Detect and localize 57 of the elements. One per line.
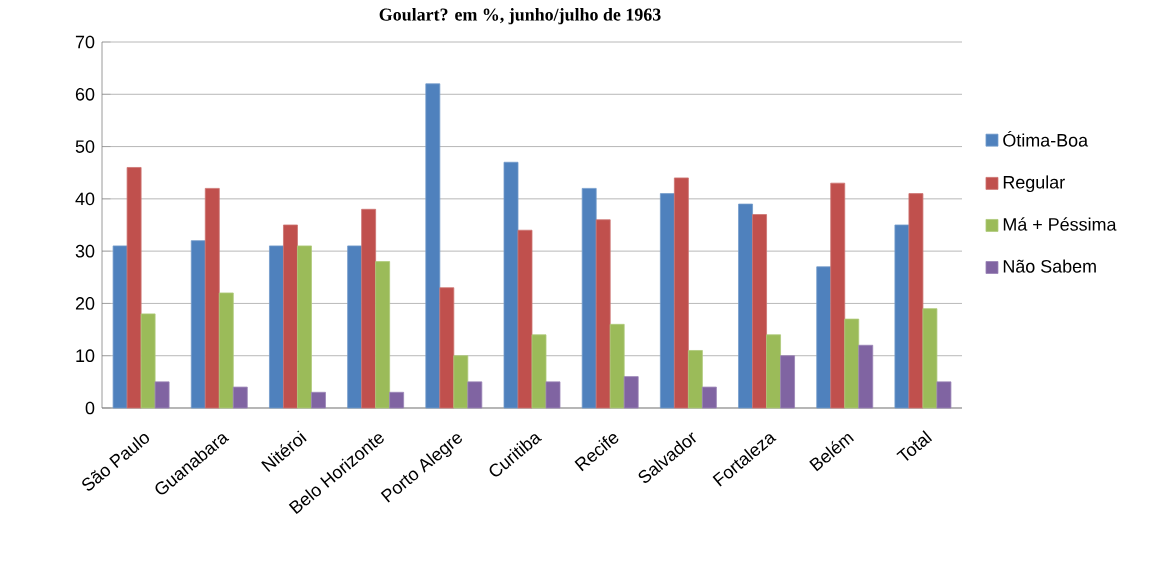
bar <box>922 308 938 409</box>
bar <box>830 182 846 409</box>
bar <box>623 376 639 409</box>
bar <box>517 229 533 409</box>
bar <box>232 386 248 409</box>
bar <box>126 167 142 409</box>
bar <box>453 355 469 409</box>
bar <box>858 344 874 409</box>
y-tick-label: 10 <box>76 349 95 363</box>
y-tick-label: 60 <box>75 87 95 101</box>
bar <box>738 203 753 409</box>
bar <box>503 161 519 409</box>
y-tick-label: 40 <box>75 192 95 206</box>
y-tick-label: 20 <box>75 297 95 310</box>
y-tick-label: 30 <box>75 244 95 258</box>
bar <box>545 381 561 409</box>
bar <box>766 334 781 409</box>
bar <box>581 188 597 409</box>
bar <box>844 318 860 409</box>
legend-label: Regular <box>1003 175 1065 193</box>
bar <box>425 83 441 409</box>
bar <box>752 214 767 409</box>
bar <box>375 261 391 409</box>
y-tick-label: 70 <box>75 35 95 49</box>
bar <box>936 381 952 409</box>
bar <box>687 350 703 409</box>
bar <box>269 245 284 409</box>
bar <box>112 245 128 409</box>
bar <box>531 334 547 409</box>
bar <box>439 287 455 409</box>
bar <box>467 381 483 409</box>
bar <box>780 355 795 409</box>
bar <box>347 245 363 409</box>
bar <box>673 177 689 409</box>
bar <box>894 224 910 409</box>
legend-label: Não Sabem <box>1003 259 1096 273</box>
bar <box>190 240 206 409</box>
bar <box>609 323 625 409</box>
bar <box>204 188 220 409</box>
legend-label: Má + Péssima <box>1003 217 1117 231</box>
bar <box>389 391 405 409</box>
bar <box>701 386 717 409</box>
y-tick-label: 50 <box>75 140 95 153</box>
legend-label: Ótima-Boa <box>1003 130 1089 147</box>
bar <box>154 381 170 409</box>
chart-title: Goulart? em %, junho/julho de 1963 <box>379 8 661 25</box>
bar <box>283 224 298 409</box>
y-tick-label: 0 <box>85 401 95 415</box>
bar <box>816 266 832 409</box>
bar <box>659 193 675 409</box>
bar <box>908 193 924 409</box>
bar <box>218 292 234 409</box>
bar <box>140 313 156 409</box>
bar <box>311 391 326 409</box>
bar <box>297 245 312 409</box>
bar <box>595 219 611 409</box>
bar <box>361 208 377 409</box>
